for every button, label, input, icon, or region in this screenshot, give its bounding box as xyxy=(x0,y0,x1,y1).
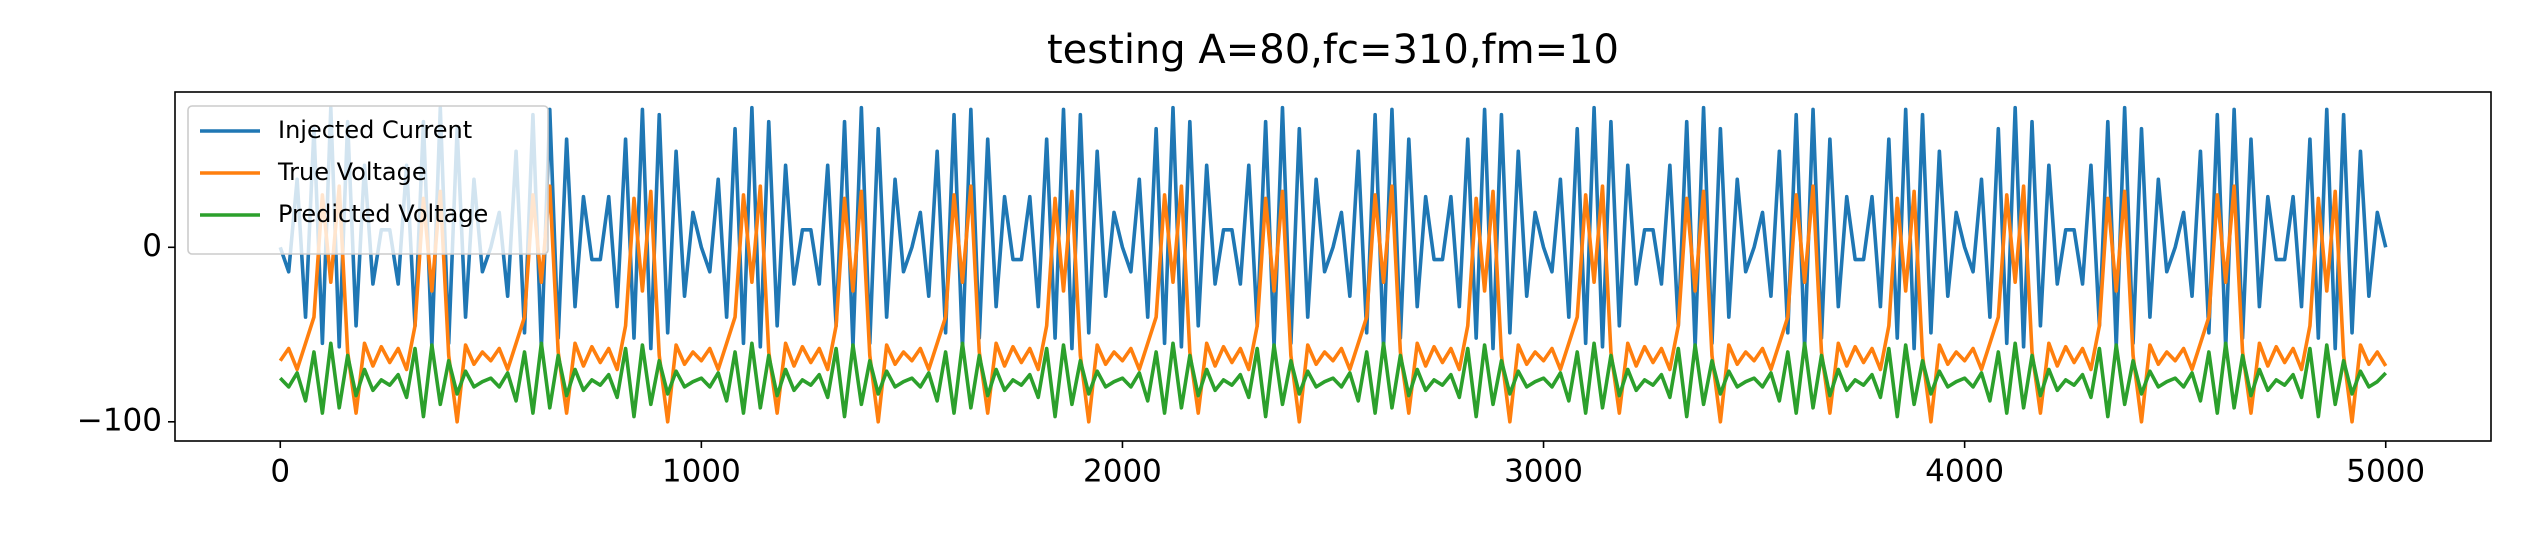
series-line xyxy=(278,105,2388,351)
chart-title: testing A=80,fc=310,fm=10 xyxy=(1047,27,1619,73)
plot-area xyxy=(278,105,2388,424)
y-tick-label: −100 xyxy=(77,402,162,438)
x-tick-label: 0 xyxy=(270,454,290,490)
legend-label: Predicted Voltage xyxy=(278,200,488,228)
x-tick-label: 5000 xyxy=(2346,454,2425,490)
x-tick-label: 1000 xyxy=(662,454,741,490)
y-tick-label: 0 xyxy=(142,228,162,264)
x-tick-label: 2000 xyxy=(1083,454,1162,490)
legend-label: Injected Current xyxy=(278,116,472,144)
legend-label: True Voltage xyxy=(277,158,427,186)
axes-frame xyxy=(174,91,2492,442)
x-tick-label: 3000 xyxy=(1504,454,1583,490)
legend-box xyxy=(187,105,549,255)
x-tick-label: 4000 xyxy=(1925,454,2004,490)
series-line xyxy=(278,341,2388,419)
